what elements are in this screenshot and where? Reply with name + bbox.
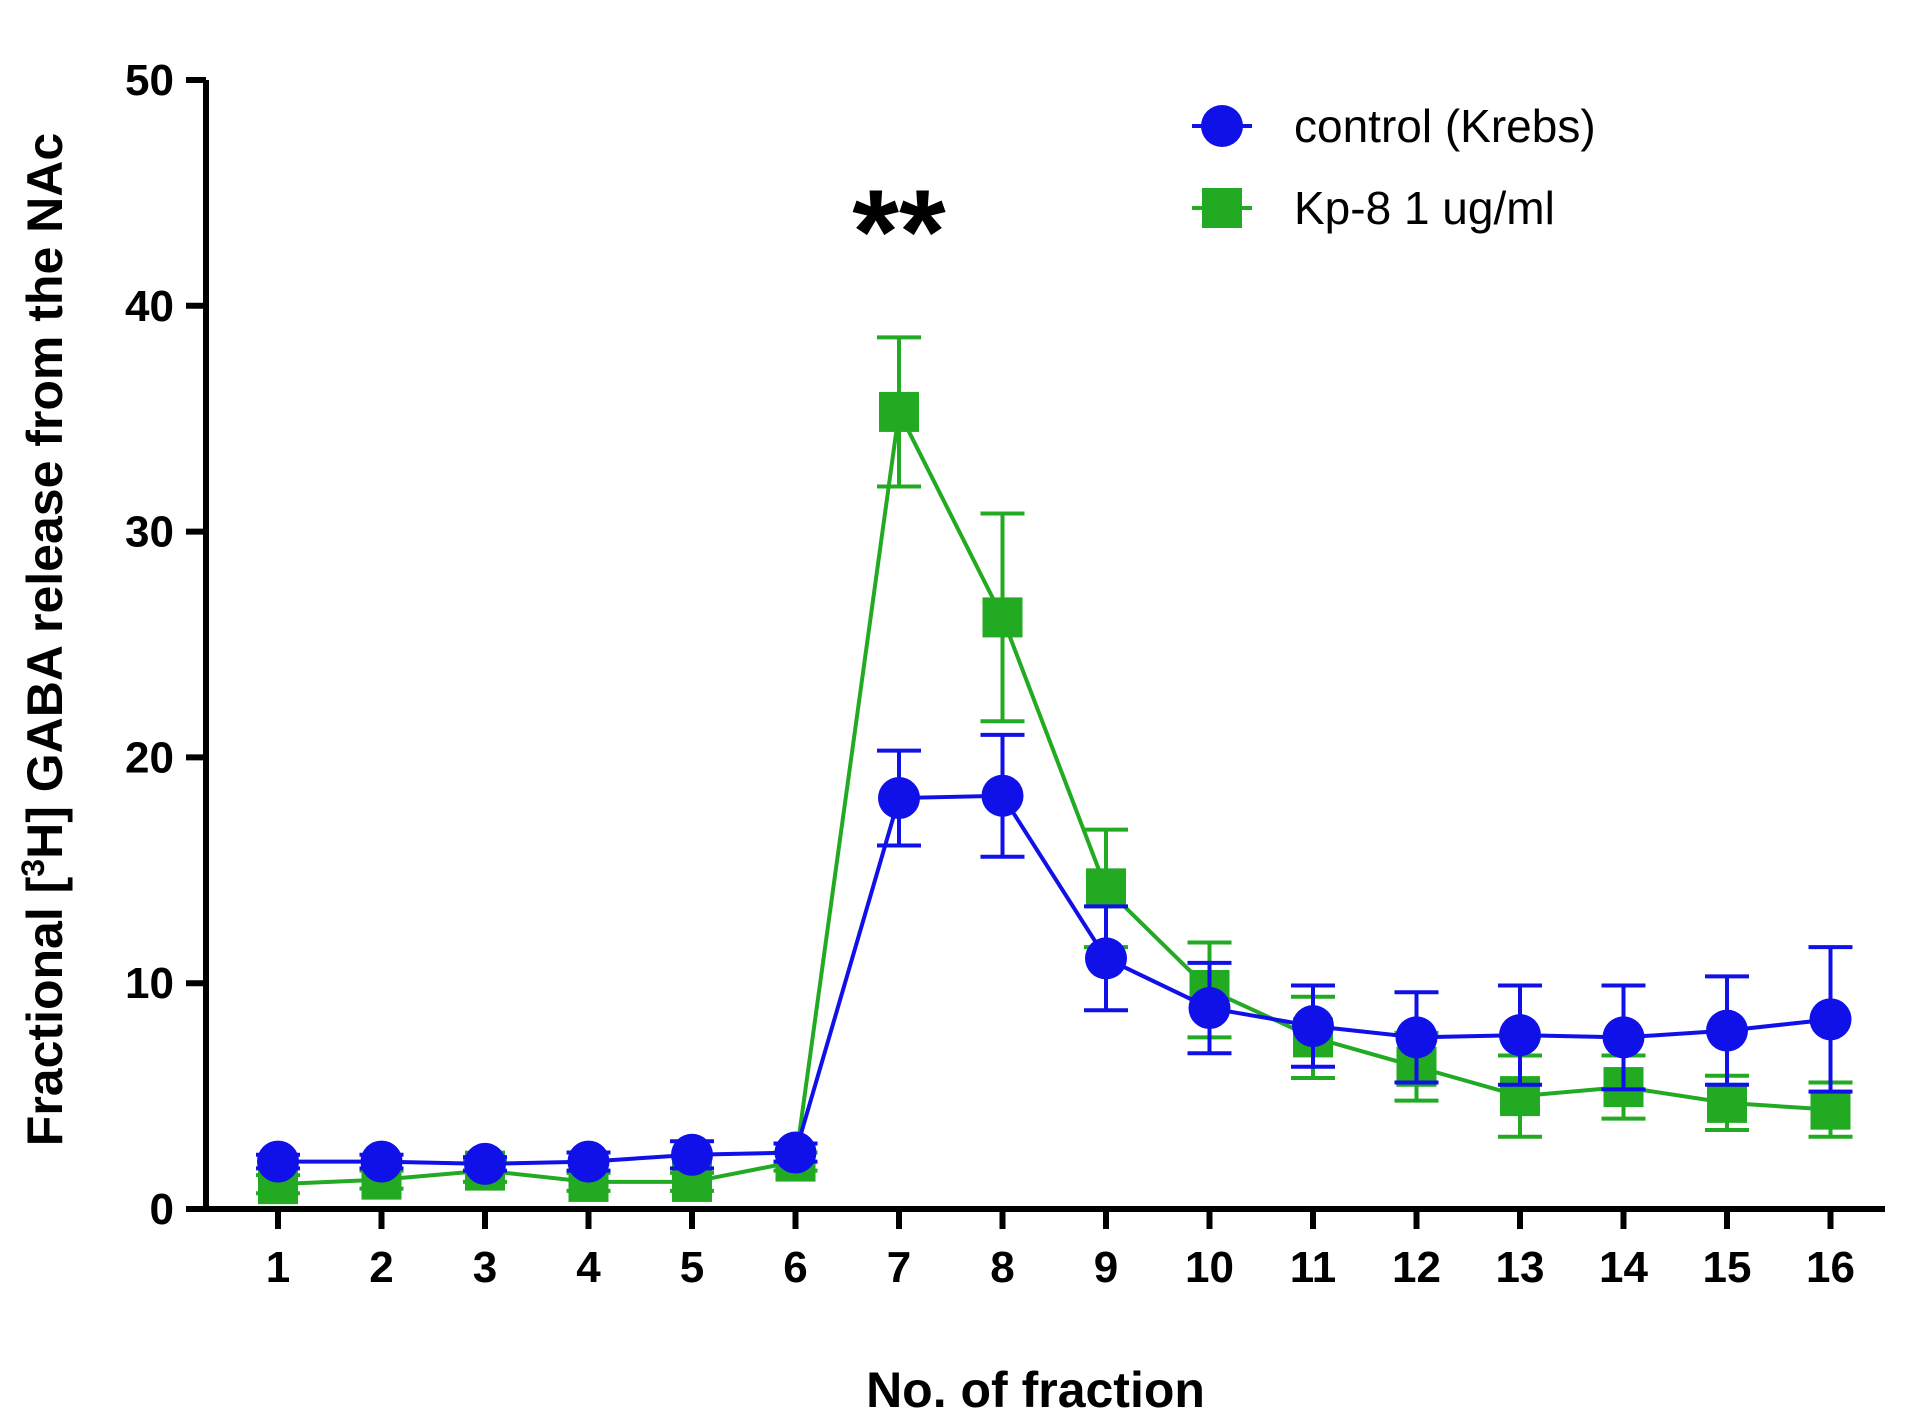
data-point xyxy=(1499,1014,1541,1057)
y-tick-label: 40 xyxy=(125,282,174,331)
y-axis-title-pre: Fractional [ xyxy=(17,876,73,1146)
x-tick-label: 15 xyxy=(1703,1243,1752,1292)
significance-annotation: ** xyxy=(852,165,946,299)
data-point xyxy=(464,1142,506,1185)
x-axis-title: No. of fraction xyxy=(866,1362,1205,1418)
data-point xyxy=(1085,937,1127,980)
legend-label: Kp-8 1 ug/ml xyxy=(1294,182,1555,234)
x-tick-label: 5 xyxy=(680,1243,704,1292)
legend-item: control (Krebs) xyxy=(1192,100,1596,152)
series-line xyxy=(278,793,1831,1166)
data-point xyxy=(1395,1016,1438,1059)
data-point xyxy=(671,1133,713,1176)
data-point xyxy=(878,777,920,820)
legend-marker-circle xyxy=(1201,105,1243,147)
data-point xyxy=(774,1131,817,1174)
series-line xyxy=(277,405,1831,1187)
legend-item: Kp-8 1 ug/ml xyxy=(1192,182,1555,234)
data-point xyxy=(1292,1005,1334,1048)
data-point xyxy=(567,1140,610,1183)
y-axis-title: Fractional [3H] GABA release from the NA… xyxy=(15,133,73,1146)
x-tick-label: 9 xyxy=(1094,1243,1118,1292)
x-tick-label: 3 xyxy=(473,1243,497,1292)
x-tick-label: 11 xyxy=(1290,1243,1337,1292)
x-tick-label: 1 xyxy=(266,1243,290,1292)
x-ticks: 1 2 3 4 5 6 7 8 9 10 11 12 13 14 15 16 xyxy=(266,1209,1855,1292)
x-tick-label: 2 xyxy=(369,1243,393,1292)
y-tick-label: 50 xyxy=(125,56,174,105)
x-tick-label: 8 xyxy=(990,1243,1014,1292)
series-control xyxy=(256,732,1853,1185)
annotation-layer: ** xyxy=(852,165,946,299)
y-tick-label: 0 xyxy=(150,1185,174,1234)
data-point xyxy=(1810,1089,1851,1130)
data-point xyxy=(1086,868,1126,909)
series-kp8 xyxy=(256,335,1853,1205)
y-axis-title-superscript: 3 xyxy=(15,859,51,877)
y-ticks: 0 10 20 30 40 50 xyxy=(125,56,206,1234)
y-tick-label: 20 xyxy=(125,733,174,782)
data-point xyxy=(257,1140,299,1183)
legend: control (Krebs) Kp-8 1 ug/ml xyxy=(1192,100,1596,234)
x-tick-label: 16 xyxy=(1806,1243,1855,1292)
data-point xyxy=(1602,1016,1645,1059)
legend-marker-square xyxy=(1202,188,1242,228)
y-tick-label: 10 xyxy=(125,959,174,1008)
data-point xyxy=(982,597,1023,638)
data-point xyxy=(879,391,919,432)
x-tick-label: 4 xyxy=(576,1243,601,1292)
data-point xyxy=(360,1140,403,1183)
data-point xyxy=(1707,1082,1747,1123)
y-axis-title-post: H] GABA release from the NAc xyxy=(17,133,73,859)
data-point xyxy=(981,774,1024,817)
y-tick-label: 30 xyxy=(125,508,174,557)
data-point xyxy=(1188,987,1231,1030)
x-tick-label: 10 xyxy=(1185,1243,1234,1292)
data-point xyxy=(1706,1009,1748,1052)
data-point xyxy=(1809,998,1852,1041)
x-tick-label: 13 xyxy=(1496,1243,1545,1292)
legend-label: control (Krebs) xyxy=(1294,100,1596,152)
x-tick-label: 12 xyxy=(1392,1243,1441,1292)
x-tick-label: 6 xyxy=(783,1243,807,1292)
x-tick-label: 7 xyxy=(887,1243,911,1292)
series-layer xyxy=(256,335,1853,1205)
x-tick-label: 14 xyxy=(1599,1243,1648,1292)
